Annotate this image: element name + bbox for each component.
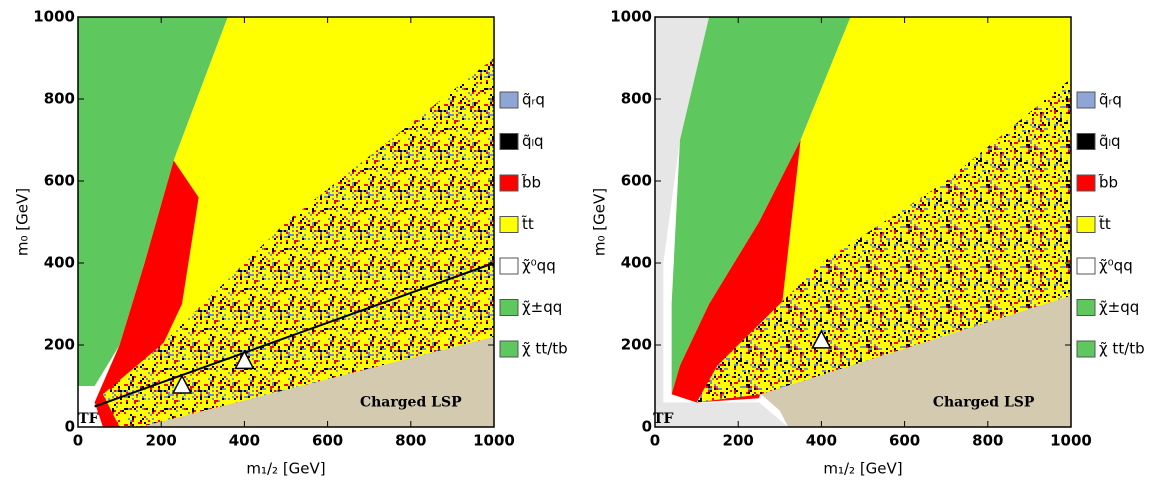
region [140,336,494,427]
x-tick-label: 800 [972,432,1003,450]
y-tick-label: 400 [621,254,652,272]
region [696,78,1071,403]
region [761,295,1071,427]
y-tick-label: 200 [621,336,652,354]
legend-swatch [499,340,519,358]
triangle-marker [811,329,832,349]
legend-swatch [1076,257,1096,275]
legend-label: t̃t [521,214,534,233]
legend-label: t̃t [1098,214,1111,233]
x-tick-label: 200 [146,432,177,450]
plot-area [655,17,1071,427]
y-tick-label: 800 [44,90,75,108]
y-tick-label: 1000 [610,8,652,26]
region [655,17,789,427]
region [94,160,199,427]
legend-label: χ̃⁰qq [1099,257,1133,275]
legend-swatch [499,133,519,150]
x-tick-label: 600 [312,432,343,450]
x-tick-label: 0 [73,432,83,450]
plot-area [78,17,494,427]
legend-label: q̃ᵣq [522,91,545,109]
x-tick-label: 400 [806,432,837,450]
x-tick-label: 1000 [1050,432,1092,450]
legend-swatch [499,257,519,275]
legend-label: χ̃±qq [1099,298,1139,316]
y-tick-label: 0 [65,418,75,436]
region [78,17,228,386]
x-tick-label: 600 [889,432,920,450]
x-tick-label: 0 [650,432,660,450]
boundary-line [94,262,494,408]
triangle-marker [171,374,193,394]
legend-swatch [1076,133,1096,150]
annotation: TF [78,411,98,427]
x-axis-label: m₁/₂ [GeV] [823,460,902,478]
legend-swatch [1076,216,1096,233]
legend-label: q̃ᵣq [1099,91,1122,109]
x-tick-label: 1000 [473,432,515,450]
annotation: Charged LSP [360,394,462,410]
y-axis-label: m₀ [GeV] [14,188,32,256]
plot-frame [77,16,495,428]
y-tick-label: 600 [44,172,75,190]
y-tick-label: 400 [44,254,75,272]
legend-label: b̃b [521,173,541,192]
legend-swatch [499,174,519,192]
y-tick-label: 600 [621,172,652,190]
legend-label: q̃ₗq [1099,132,1121,150]
x-tick-label: 200 [723,432,754,450]
x-axis-label: m₁/₂ [GeV] [246,460,325,478]
legend-swatch [499,299,519,316]
triangle-marker [234,349,255,370]
legend-swatch [1076,174,1096,192]
legend-swatch [499,91,519,109]
legend-label: χ̃ tt/tb [1099,340,1145,358]
legend-swatch [499,216,519,233]
annotation: Charged LSP [933,394,1035,410]
region [671,17,851,395]
legend-label: b̃b [1098,173,1118,192]
y-tick-label: 1000 [33,8,75,26]
annotation: TF [653,411,673,427]
x-tick-label: 800 [395,432,426,450]
legend-label: χ̃ tt/tb [522,340,568,358]
legend-swatch [1076,299,1096,316]
legend-swatch [1076,340,1096,358]
legend-label: q̃ₗq [522,132,544,150]
region [102,58,494,427]
y-tick-label: 0 [642,418,652,436]
y-tick-label: 200 [44,336,75,354]
y-tick-label: 800 [621,90,652,108]
legend-label: χ̃±qq [522,298,562,316]
legend-swatch [1076,91,1096,109]
plot-frame [654,16,1072,428]
x-tick-label: 400 [229,432,260,450]
legend-label: χ̃⁰qq [522,257,556,275]
y-axis-label: m₀ [GeV] [591,188,609,256]
